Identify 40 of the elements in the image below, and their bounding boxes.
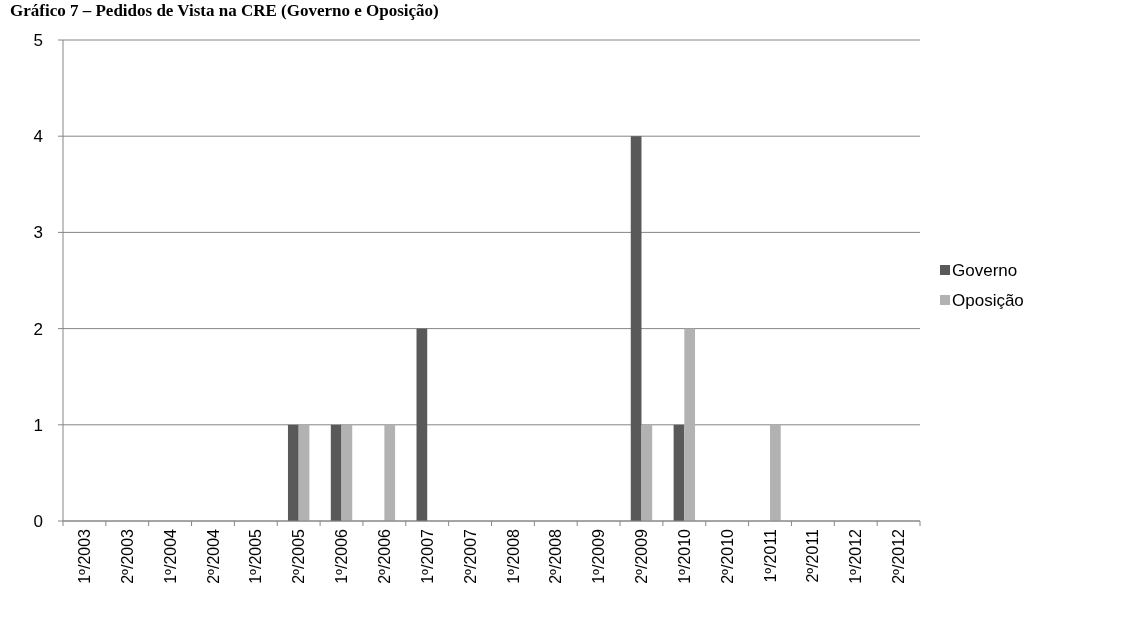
x-tick-label: 1º/2008	[504, 528, 522, 584]
x-tick-label: 1º/2005	[247, 528, 265, 584]
y-tick-label: 0	[33, 511, 43, 531]
x-tick-label: 1º/2012	[847, 528, 865, 584]
chart-title: Gráfico 7 – Pedidos de Vista na CRE (Governo e Oposição)	[10, 1, 439, 20]
x-tick-label: 2º/2009	[633, 528, 651, 584]
legend-label: Governo	[952, 260, 1018, 280]
legend-label: Oposição	[952, 290, 1024, 310]
bar	[684, 328, 696, 521]
bar	[641, 424, 653, 521]
bar	[384, 424, 396, 521]
x-tick-label: 2º/2003	[118, 528, 136, 584]
x-tick-label: 2º/2006	[375, 528, 393, 584]
x-tick-label: 2º/2004	[204, 528, 222, 584]
x-tick-label: 2º/2007	[461, 528, 479, 584]
x-tick-label: 2º/2005	[290, 528, 308, 584]
x-tick-label: 2º/2012	[890, 528, 908, 584]
bar	[416, 328, 428, 521]
x-tick-label: 1º/2006	[333, 528, 351, 584]
bar	[287, 424, 299, 521]
x-tick-label: 2º/2010	[718, 528, 736, 584]
x-tick-label: 1º/2003	[76, 528, 94, 584]
bar	[341, 424, 353, 521]
x-tick-label: 1º/2004	[161, 528, 179, 584]
bar	[330, 424, 342, 521]
x-tick-label: 1º/2009	[590, 528, 608, 584]
bar	[630, 136, 642, 521]
bar	[298, 424, 310, 521]
bar	[673, 424, 685, 521]
y-tick-label: 4	[33, 127, 43, 147]
y-tick-label: 5	[33, 30, 43, 50]
y-tick-label: 3	[33, 223, 43, 243]
x-tick-label: 1º/2010	[675, 528, 693, 584]
x-tick-label: 2º/2008	[547, 528, 565, 584]
x-tick-label: 1º/2007	[418, 528, 436, 584]
x-tick-label: 1º/2011	[761, 528, 779, 583]
y-tick-label: 2	[33, 319, 43, 339]
y-tick-label: 1	[33, 415, 43, 435]
x-tick-label: 2º/2011	[804, 528, 822, 583]
bar	[770, 424, 781, 521]
